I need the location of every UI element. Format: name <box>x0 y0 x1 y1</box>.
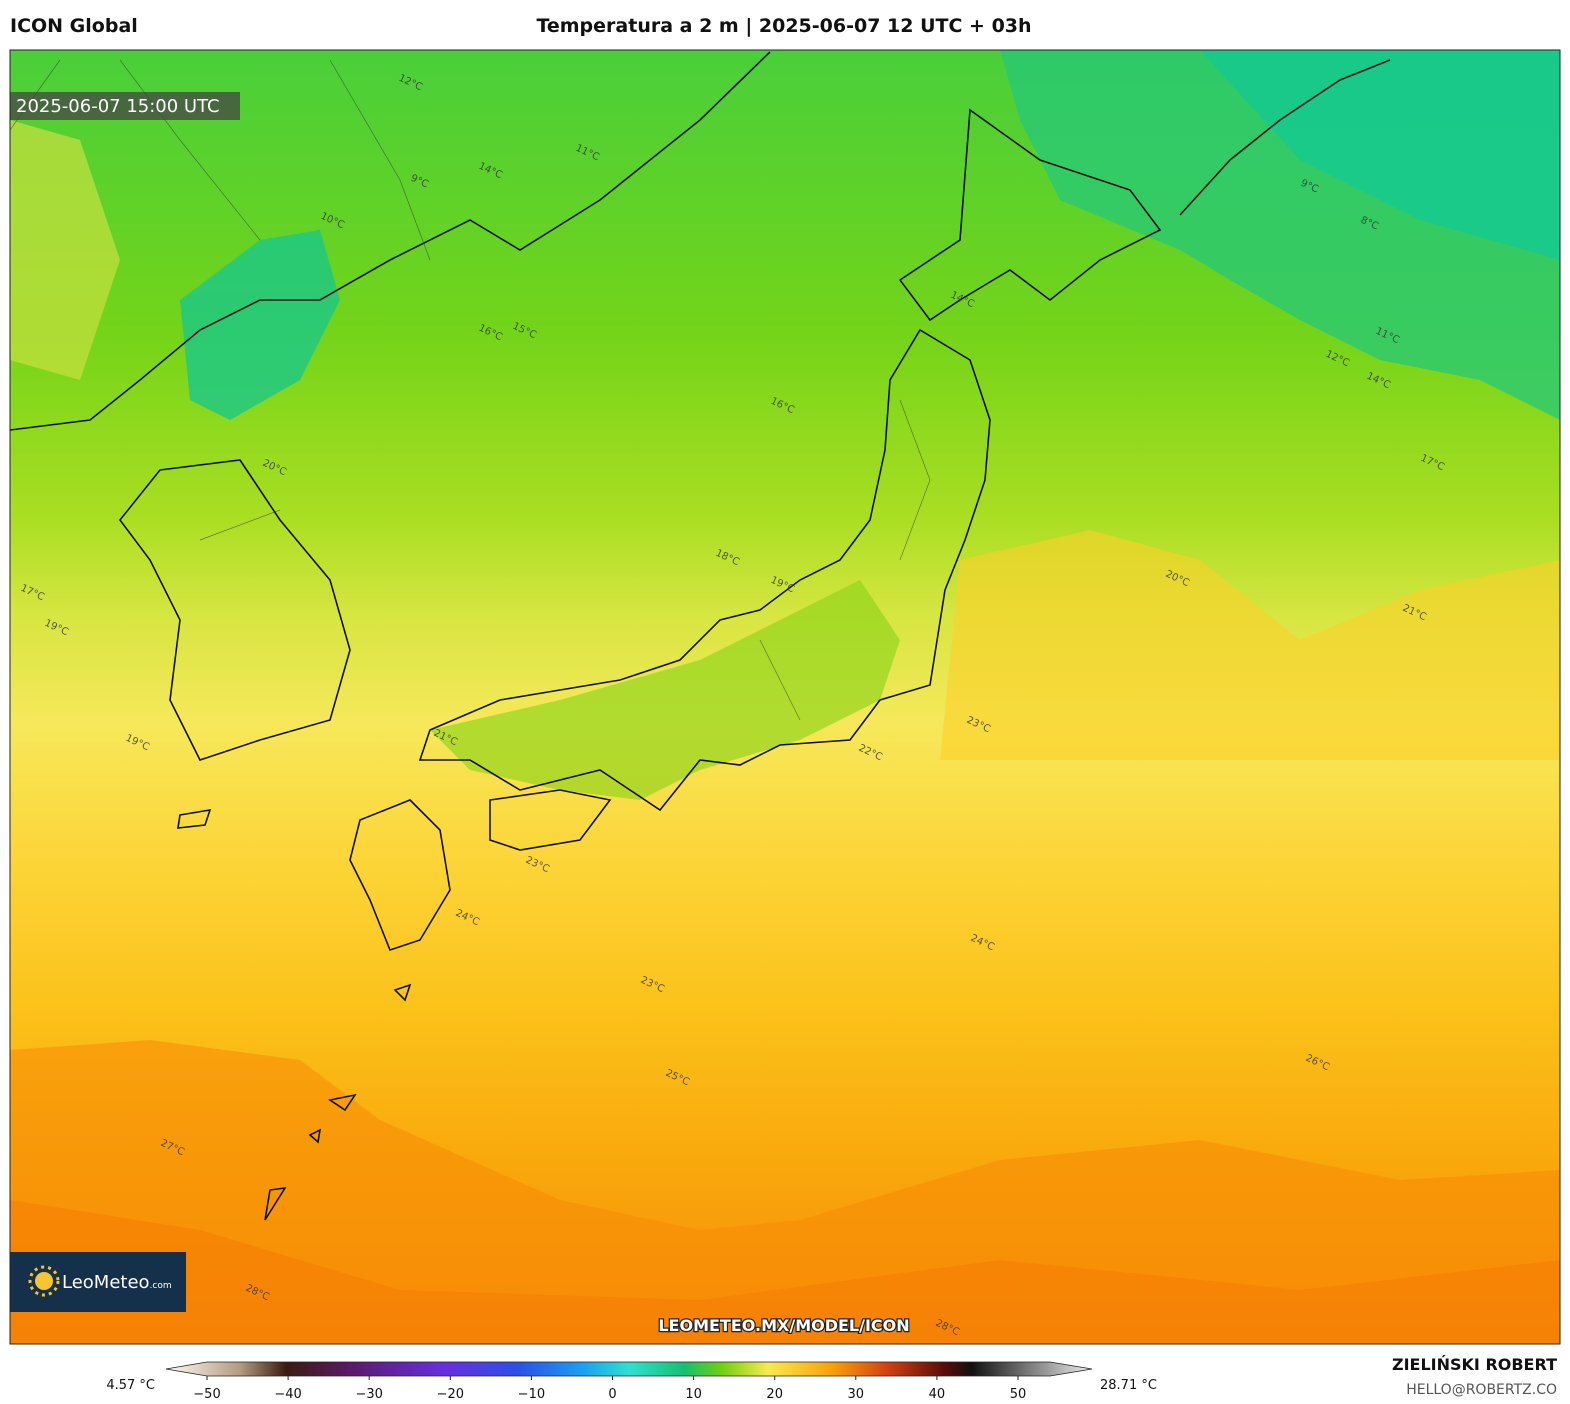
warm-zone <box>10 120 120 380</box>
colorbar-scale <box>165 1361 1093 1377</box>
coast-mainland <box>10 51 771 431</box>
map: 12°C10°C11°C9°C14°C16°C 15°C16°C12°C11°C1… <box>10 50 1560 1344</box>
colorbar-tick-label: −40 <box>274 1387 301 1402</box>
hot-zone <box>10 1040 1560 1344</box>
cool-zone <box>1200 50 1560 260</box>
colorbar-tick-label: 20 <box>766 1387 783 1402</box>
colorbar-tick-label: 10 <box>685 1387 702 1402</box>
logo-rays <box>28 1265 60 1297</box>
coast-kyushu <box>349 799 451 951</box>
coast-hokkaido <box>898 108 1162 322</box>
colorbar-tick-label: 0 <box>608 1387 616 1402</box>
coast-korea <box>118 459 351 761</box>
colorbar-ticks: −50 −40 −30 −20 −10 0 10 20 30 40 50 <box>193 1376 1026 1402</box>
logo-suffix: .com <box>150 1281 172 1291</box>
colorbar-tick-label: 40 <box>929 1387 946 1402</box>
time-box <box>10 92 240 120</box>
colorbar-tick-label: 30 <box>848 1387 865 1402</box>
colorbar-max: 28.71 °C <box>1100 1378 1157 1393</box>
coast-kurils <box>1179 59 1391 216</box>
coast-shikoku <box>489 789 612 851</box>
logo-name: LeoMeteo <box>62 1272 150 1293</box>
model-name: ICON Global <box>10 15 138 37</box>
map-frame <box>9 49 1561 1345</box>
coastlines <box>10 51 1391 1221</box>
colorbar-tick-label: −10 <box>518 1387 545 1402</box>
colorbar-min: 4.57 °C <box>106 1378 155 1393</box>
logo-sun <box>35 1272 53 1290</box>
warm-zone <box>940 530 1560 760</box>
author: ZIELIŃSKI ROBERT <box>1392 1355 1557 1374</box>
colorbar-tick-label: −30 <box>355 1387 382 1402</box>
coast-jeju <box>177 808 212 829</box>
colorbar-tick-label: 50 <box>1010 1387 1027 1402</box>
valid-time: 2025-06-07 15:00 UTC <box>16 96 220 117</box>
coast-ryukyu <box>264 983 412 1221</box>
email: HELLO@ROBERTZ.CO <box>1406 1382 1557 1398</box>
coast-honshu <box>418 328 991 812</box>
colorbar-tick-label: −50 <box>193 1387 220 1402</box>
colorbar: 4.57 °C 28.71 °C −50 −40 −30 −20 −10 0 10 20 30 4… <box>106 1361 1157 1402</box>
logo: LeoMeteo.com <box>62 1272 172 1293</box>
watermark: LEOMETEO.MX/MODEL/ICON <box>658 1316 909 1335</box>
map-title: Temperatura a 2 m | 2025-06-07 12 UTC + … <box>536 15 1031 37</box>
cool-zone <box>180 230 340 420</box>
hot-zone <box>10 1200 1560 1344</box>
colorbar-tick-label: −20 <box>437 1387 464 1402</box>
